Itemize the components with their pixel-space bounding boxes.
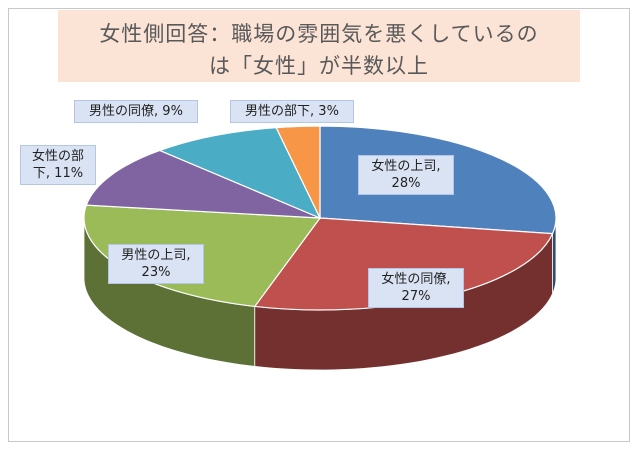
data-label-3-line-2: 23% <box>141 265 171 280</box>
data-label-1-line-2: 28% <box>391 176 421 191</box>
data-label-1: 女性の上司, 28% <box>358 155 454 195</box>
data-label-4: 女性の部下, 11% <box>20 145 96 185</box>
data-label-6-line-1: 男性の部下, 3% <box>245 104 339 119</box>
data-label-2-line-2: 27% <box>401 289 431 304</box>
data-label-3-line-1: 男性の上司, <box>121 248 191 263</box>
data-label-1-line-1: 女性の上司, <box>371 159 441 174</box>
data-label-4-line-1: 女性の部 <box>31 149 84 164</box>
data-label-6: 男性の部下, 3% <box>230 100 354 123</box>
slice-5 <box>158 126 322 220</box>
slice-6 <box>275 125 321 219</box>
slice-4 <box>85 149 321 219</box>
data-label-5-line-1: 男性の同僚, 9% <box>89 104 183 119</box>
chart-title-line-2: は「女性」が半数以上 <box>209 54 429 78</box>
data-label-2: 女性の同僚, 27% <box>368 268 464 308</box>
data-label-4-line-2: 下, 11% <box>32 166 84 181</box>
chart-title: 女性側回答：職場の雰囲気を悪くしているの は「女性」が半数以上 <box>58 10 580 82</box>
data-label-5: 男性の同僚, 9% <box>74 100 198 123</box>
data-label-3: 男性の上司, 23% <box>108 244 204 284</box>
chart-title-line-1: 女性側回答：職場の雰囲気を悪くしているの <box>99 22 539 46</box>
data-label-2-line-1: 女性の同僚, <box>381 272 451 287</box>
